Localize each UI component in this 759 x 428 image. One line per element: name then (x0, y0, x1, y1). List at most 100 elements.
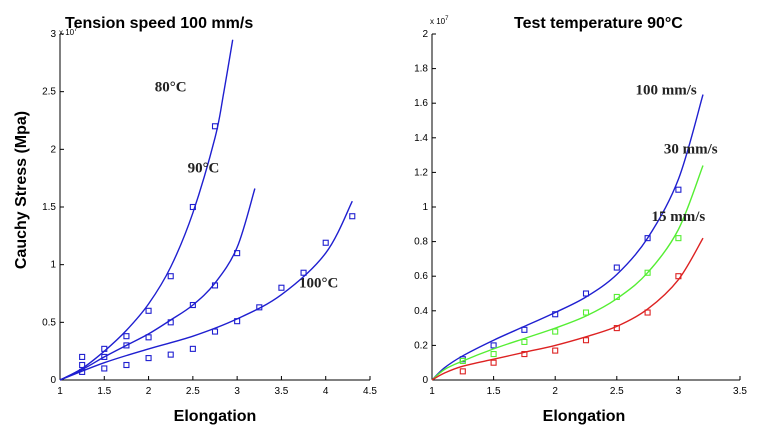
left-chart-plot-area: 1 1.5 2 2.5 3 3.5 4 4.5 0 0.5 1 1.5 2 2.5 3 80°C 90°C 100… (42, 29, 377, 397)
right-x-tick-label: 2 (552, 386, 558, 397)
right-chart-title: Test temperature 90°C (514, 15, 683, 32)
right-data-point (613, 264, 620, 271)
right-y-tick-label: 1.8 (414, 64, 428, 75)
left-data-point (211, 123, 219, 130)
left-x-tick-label: 1.5 (97, 386, 111, 397)
left-y-tick-label: 0 (50, 375, 56, 386)
left-series-annotation-0: 80°C (155, 80, 187, 96)
left-data-point (256, 304, 263, 311)
left-data-point (123, 333, 130, 340)
right-y-tick-label: 0 (422, 375, 428, 386)
left-chart-exponent: x 107 (59, 27, 78, 37)
left-x-tick-label: 4.5 (363, 386, 377, 397)
right-chart-x-title: Elongation (543, 408, 626, 425)
left-x-tick-label: 4 (323, 386, 329, 397)
right-x-tick-label: 2.5 (610, 386, 624, 397)
left-data-point (79, 361, 86, 369)
right-x-tick-label: 3 (676, 386, 682, 397)
left-data-point (300, 269, 307, 276)
right-y-tick-label: 1.2 (414, 167, 428, 178)
left-data-point (189, 345, 196, 352)
left-y-tick-label: 0.5 (42, 317, 56, 328)
left-x-tick-label: 3 (234, 386, 240, 397)
left-exponent-base: x 10 (59, 28, 75, 37)
right-data-point (521, 338, 528, 345)
left-data-point (79, 368, 86, 375)
right-data-point (490, 359, 497, 366)
right-series-line-0 (431, 94, 704, 381)
right-y-tick-label: 2 (422, 29, 428, 40)
right-series-annotation-1: 30 mm/s (664, 141, 718, 157)
right-data-point (490, 342, 497, 349)
right-y-tick-label: 0.4 (414, 306, 428, 317)
left-series-line-1 (59, 188, 256, 381)
right-y-tick-label: 0.2 (414, 340, 428, 351)
left-data-point (189, 203, 196, 211)
left-data-point (145, 334, 152, 341)
left-exponent-power: 7 (74, 27, 78, 33)
right-series-annotation-0: 100 mm/s (635, 83, 696, 99)
right-data-point (675, 235, 682, 242)
left-data-point (167, 351, 174, 358)
right-x-tick-label: 1.5 (487, 386, 501, 397)
right-x-tick-label: 3.5 (733, 386, 747, 397)
right-chart-plot-area: 1 1.5 2 2.5 3 3.5 0 0.2 0.4 0.6 0.8 1 1.2 1.4 1.6 1.8 2 1… (414, 29, 747, 397)
right-data-point (582, 309, 590, 316)
left-data-point (234, 318, 241, 325)
right-x-tick-label: 1 (429, 386, 435, 397)
left-data-point (211, 282, 219, 289)
right-y-tick-label: 1.4 (414, 133, 428, 144)
right-exponent-base: x 10 (430, 17, 446, 26)
right-data-point (644, 309, 651, 316)
y-axis-title: Cauchy Stress (Mpa) (13, 111, 30, 269)
left-series-line-0 (59, 39, 234, 381)
right-chart: Test temperature 90°C x 107 Elongation 1… (414, 15, 747, 425)
left-data-point (349, 213, 356, 220)
right-data-point (644, 269, 651, 276)
left-chart: Tension speed 100 mm/s x 107 Elongation … (42, 15, 377, 425)
left-data-point (79, 353, 86, 360)
left-series-annotation-1: 90°C (188, 160, 220, 176)
right-data-point (675, 186, 682, 193)
right-data-point (459, 357, 466, 365)
right-data-point (459, 368, 466, 375)
left-data-point (101, 365, 108, 372)
right-data-point (582, 290, 590, 297)
left-series-line-2 (59, 200, 353, 381)
right-series-line-2 (431, 237, 704, 381)
right-data-point (613, 293, 620, 301)
right-series-annotation-2: 15 mm/s (652, 209, 706, 225)
right-data-point (552, 347, 559, 354)
right-data-point (644, 235, 651, 242)
left-x-tick-label: 2.5 (186, 386, 200, 397)
left-data-point (145, 307, 152, 314)
right-data-point (490, 350, 497, 358)
right-data-point (613, 325, 620, 332)
left-y-tick-label: 3 (50, 29, 56, 40)
right-data-point (582, 337, 590, 344)
left-y-tick-label: 2 (50, 144, 56, 155)
left-x-tick-label: 3.5 (274, 386, 288, 397)
left-data-point (145, 355, 152, 362)
right-data-point (521, 326, 528, 333)
left-data-point (101, 345, 108, 352)
right-series-line-1 (431, 165, 704, 381)
right-y-tick-label: 1 (422, 202, 428, 213)
right-y-tick-label: 0.6 (414, 271, 428, 282)
left-chart-title: Tension speed 100 mm/s (65, 15, 253, 32)
left-data-point (167, 319, 174, 326)
left-data-point (189, 301, 196, 309)
right-y-tick-label: 0.8 (414, 237, 428, 248)
left-data-point (234, 250, 241, 257)
left-y-tick-label: 2.5 (42, 87, 56, 98)
right-data-point (675, 273, 682, 280)
right-data-point (521, 350, 528, 358)
left-data-point (278, 284, 285, 291)
left-x-tick-label: 2 (146, 386, 152, 397)
right-y-tick-label: 1.6 (414, 98, 428, 109)
right-data-point (552, 328, 559, 335)
left-y-tick-label: 1 (50, 260, 56, 271)
left-data-point (101, 353, 108, 360)
left-data-point (322, 239, 329, 246)
